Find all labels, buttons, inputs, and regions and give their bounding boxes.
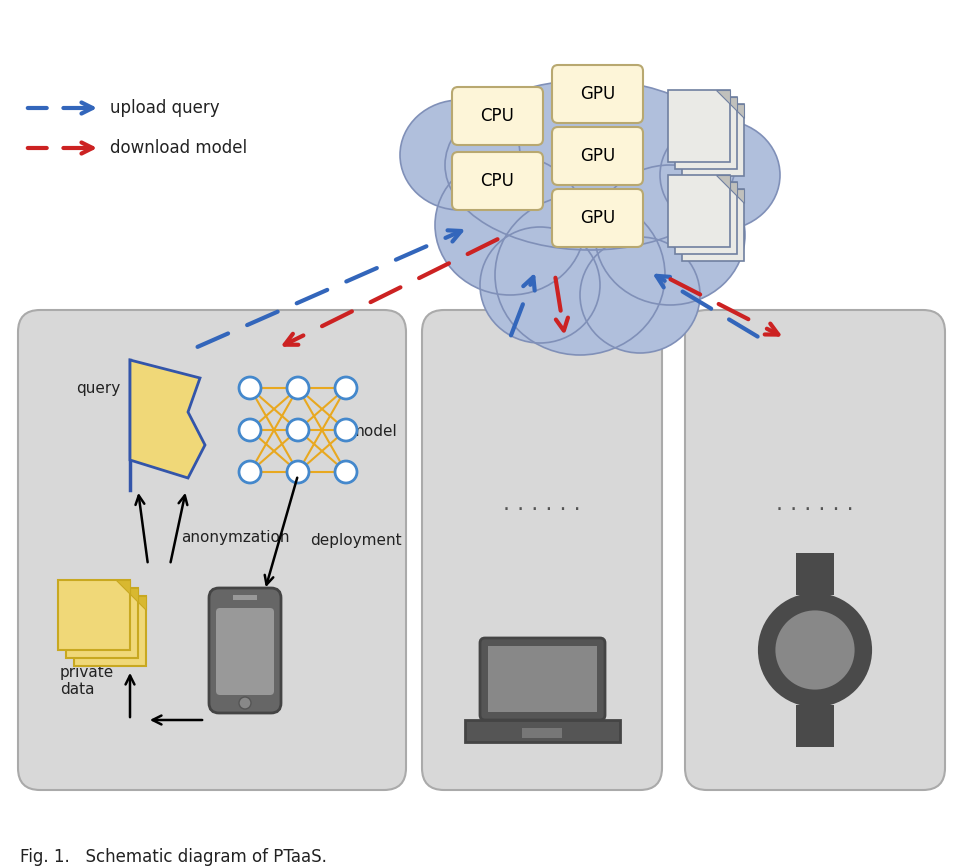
- Ellipse shape: [495, 195, 665, 355]
- Text: private
data: private data: [60, 665, 115, 697]
- Ellipse shape: [660, 120, 780, 230]
- Polygon shape: [730, 104, 744, 118]
- FancyBboxPatch shape: [685, 310, 945, 790]
- Text: Fig. 1.   Schematic diagram of PTaaS.: Fig. 1. Schematic diagram of PTaaS.: [20, 848, 327, 866]
- Text: anonymzation: anonymzation: [181, 530, 289, 545]
- Polygon shape: [132, 596, 146, 610]
- FancyBboxPatch shape: [452, 152, 543, 210]
- Text: GPU: GPU: [580, 209, 615, 227]
- FancyBboxPatch shape: [58, 580, 130, 650]
- Polygon shape: [730, 189, 744, 203]
- Text: GPU: GPU: [580, 85, 615, 103]
- Circle shape: [287, 419, 309, 441]
- FancyBboxPatch shape: [552, 65, 643, 123]
- Circle shape: [335, 461, 357, 483]
- FancyBboxPatch shape: [675, 97, 737, 169]
- Bar: [796, 553, 834, 595]
- FancyBboxPatch shape: [422, 310, 662, 790]
- FancyBboxPatch shape: [216, 608, 274, 695]
- Circle shape: [239, 461, 261, 483]
- FancyBboxPatch shape: [682, 189, 744, 261]
- Polygon shape: [723, 182, 737, 196]
- FancyBboxPatch shape: [18, 310, 406, 790]
- Circle shape: [239, 419, 261, 441]
- Polygon shape: [716, 175, 730, 189]
- Circle shape: [287, 461, 309, 483]
- Circle shape: [335, 377, 357, 399]
- FancyBboxPatch shape: [209, 588, 281, 713]
- Ellipse shape: [595, 165, 745, 305]
- Polygon shape: [723, 97, 737, 111]
- Bar: [796, 705, 834, 747]
- Circle shape: [775, 611, 855, 689]
- Text: query: query: [76, 381, 120, 396]
- Text: CPU: CPU: [481, 107, 515, 125]
- FancyBboxPatch shape: [552, 189, 643, 247]
- FancyBboxPatch shape: [480, 638, 605, 720]
- FancyBboxPatch shape: [66, 588, 138, 658]
- Text: download model: download model: [110, 139, 247, 157]
- Text: · · · · · ·: · · · · · ·: [776, 500, 854, 520]
- Bar: [465, 720, 620, 742]
- Circle shape: [287, 377, 309, 399]
- FancyBboxPatch shape: [488, 646, 597, 712]
- Ellipse shape: [400, 100, 520, 210]
- Polygon shape: [116, 580, 130, 594]
- Ellipse shape: [435, 155, 585, 295]
- FancyBboxPatch shape: [682, 104, 744, 176]
- Ellipse shape: [480, 227, 600, 343]
- Text: upload query: upload query: [110, 99, 220, 117]
- Ellipse shape: [445, 80, 735, 250]
- Polygon shape: [130, 360, 205, 478]
- Circle shape: [760, 595, 870, 705]
- Polygon shape: [124, 588, 138, 602]
- Bar: [233, 595, 257, 600]
- FancyBboxPatch shape: [675, 182, 737, 254]
- Text: GPU: GPU: [580, 147, 615, 165]
- FancyBboxPatch shape: [668, 90, 730, 162]
- Circle shape: [239, 697, 251, 709]
- FancyBboxPatch shape: [452, 87, 543, 145]
- FancyBboxPatch shape: [552, 127, 643, 185]
- Text: CPU: CPU: [481, 172, 515, 190]
- Ellipse shape: [580, 237, 700, 353]
- FancyBboxPatch shape: [668, 175, 730, 247]
- Text: deployment: deployment: [310, 533, 402, 547]
- Circle shape: [239, 377, 261, 399]
- Circle shape: [335, 419, 357, 441]
- Text: · · · · · ·: · · · · · ·: [503, 500, 581, 520]
- Bar: [522, 728, 562, 738]
- Text: model: model: [350, 424, 398, 440]
- FancyBboxPatch shape: [74, 596, 146, 666]
- Polygon shape: [716, 90, 730, 104]
